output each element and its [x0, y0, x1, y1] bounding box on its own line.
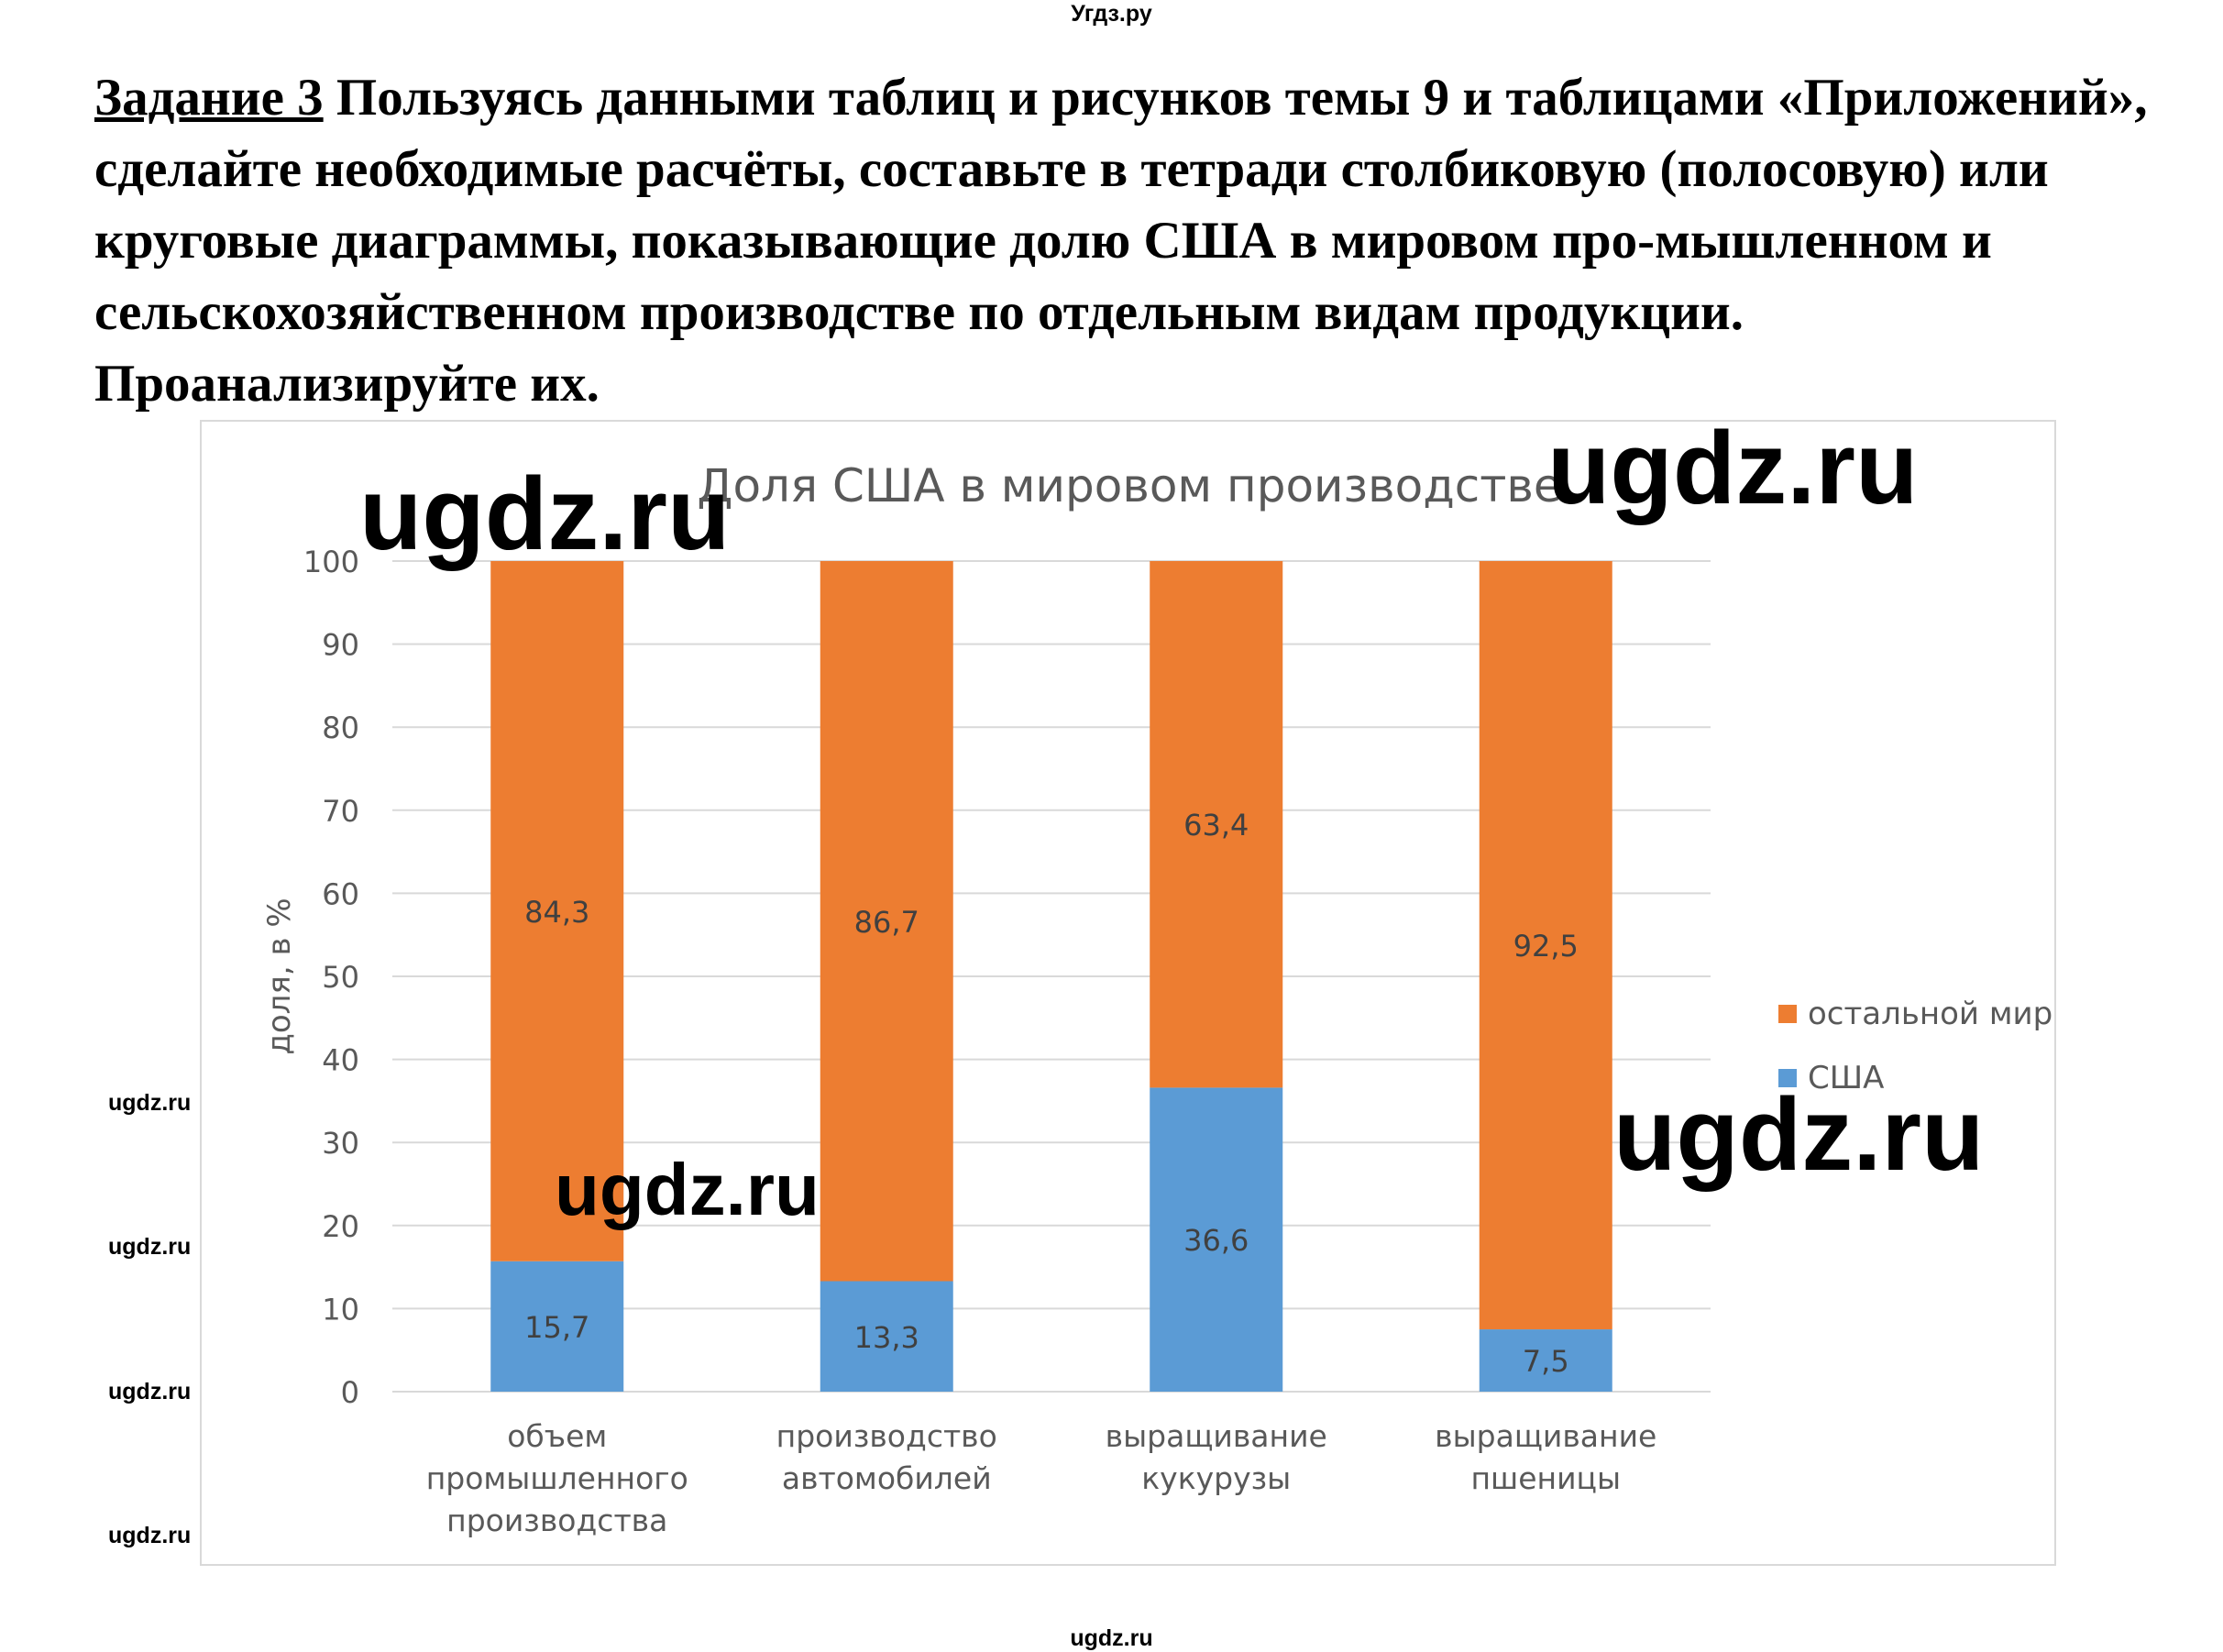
legend-item-usa: США: [1778, 1060, 1884, 1096]
chart-title: Доля США в мировом производстве: [697, 459, 1561, 512]
site-header-text: Угдз.ру: [1071, 1, 1152, 27]
data-label: 63,4: [1183, 808, 1249, 843]
x-category-label: объем: [507, 1418, 607, 1454]
y-tick-label: 70: [322, 794, 359, 829]
y-tick-label: 80: [322, 710, 359, 745]
bar-segment: [1150, 561, 1283, 1088]
bar-segment: [1150, 1087, 1283, 1392]
y-tick-label: 60: [322, 876, 359, 911]
watermark-big-1: ugdz.ru: [359, 457, 731, 571]
x-category-label: автомобилей: [782, 1460, 992, 1496]
chart-frame: [200, 420, 2056, 1566]
legend-swatch-orange: [1778, 1005, 1797, 1023]
x-category-label: производство: [776, 1418, 997, 1454]
y-tick-label: 40: [322, 1043, 359, 1078]
data-label: 86,7: [854, 905, 919, 940]
bar-segment: [490, 561, 624, 1261]
bar-segment: [820, 561, 953, 1282]
watermark-mid: ugdz.ru: [555, 1149, 820, 1230]
x-category-label: пшеницы: [1470, 1460, 1621, 1496]
task-label: Задание 3: [94, 69, 324, 127]
x-category-label: кукурузы: [1141, 1460, 1291, 1496]
y-axis-label: доля, в %: [261, 898, 298, 1054]
legend-label-usa: США: [1808, 1060, 1885, 1096]
data-label: 92,5: [1513, 929, 1579, 964]
legend-label-rest-of-world: остальной мир: [1808, 996, 2053, 1032]
y-tick-label: 0: [341, 1375, 359, 1410]
watermark-big-3: ugdz.ru: [1613, 1077, 1985, 1192]
y-tick-label: 50: [322, 960, 359, 995]
bar-segment: [490, 1261, 624, 1392]
legend-swatch-blue: [1778, 1069, 1797, 1087]
bar-segment: [1479, 561, 1612, 1330]
legend-item-rest-of-world: остальной мир: [1778, 996, 2052, 1032]
site-footer-text: ugdz.ru: [1070, 1625, 1153, 1651]
task-text: Задание 3 Пользуясь данными таблиц и рис…: [94, 62, 2166, 420]
watermark-small-3: ugdz.ru: [108, 1379, 192, 1404]
y-tick-label: 20: [322, 1209, 359, 1244]
data-label: 13,3: [854, 1320, 919, 1355]
y-tick-label: 10: [322, 1292, 359, 1327]
bar-segment: [820, 1281, 953, 1392]
x-category-label: производства: [446, 1503, 667, 1538]
watermark-small-4: ugdz.ru: [108, 1523, 192, 1548]
x-category-label: выращивание: [1435, 1418, 1656, 1454]
x-category-label: промышленного: [426, 1460, 688, 1496]
task-body: Пользуясь данными таблиц и рисунков темы…: [94, 69, 2148, 413]
watermark-small-1: ugdz.ru: [108, 1090, 192, 1116]
data-label: 7,5: [1523, 1344, 1569, 1379]
watermark-big-2: ugdz.ru: [1547, 411, 1919, 525]
y-tick-label: 100: [303, 545, 359, 579]
y-tick-label: 30: [322, 1126, 359, 1161]
data-label: 36,6: [1183, 1223, 1249, 1258]
x-category-label: выращивание: [1106, 1418, 1327, 1454]
y-tick-label: 90: [322, 628, 359, 663]
bar-segment: [1479, 1329, 1612, 1392]
data-label: 15,7: [524, 1310, 589, 1345]
watermark-small-2: ugdz.ru: [108, 1234, 192, 1260]
data-label: 84,3: [524, 895, 589, 930]
